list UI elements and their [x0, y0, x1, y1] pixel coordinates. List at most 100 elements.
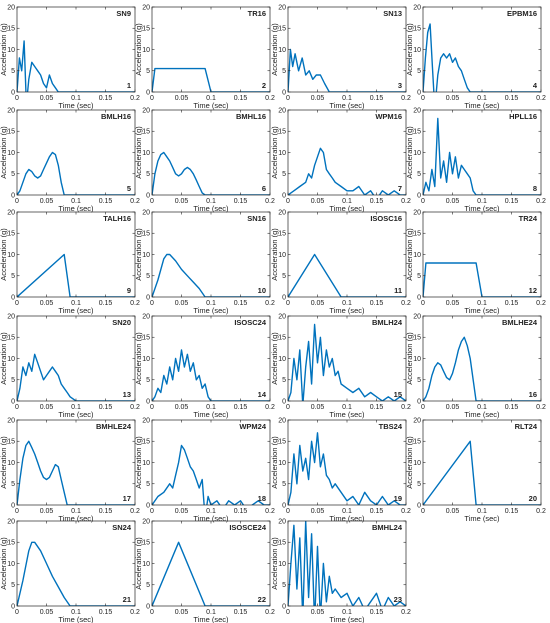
- y-tick-label: 5: [146, 582, 150, 589]
- x-tick-label: 0.05: [175, 609, 189, 616]
- x-tick-label: 0.1: [342, 300, 352, 307]
- y-tick-label: 0: [11, 398, 15, 405]
- x-tick-label: 0.05: [40, 198, 54, 205]
- y-tick-label: 10: [278, 252, 286, 259]
- y-tick-label: 15: [7, 129, 15, 136]
- x-axis-label: Time (sec): [58, 101, 94, 110]
- data-line: [152, 253, 270, 297]
- y-tick-label: 5: [282, 68, 286, 75]
- subplot-3: 0 5 10 15 20 0 0.05 0.1 0.15 0.2 Time (sec) Acceler…: [270, 4, 411, 110]
- subplot-23: 0 5 10 15 20 0 0.05 0.1 0.15 0.2 Time (sec) Acceler…: [270, 518, 411, 623]
- x-axis-label: Time (sec): [193, 410, 229, 419]
- y-tick-label: 10: [142, 561, 150, 568]
- x-tick-label: 0.15: [505, 404, 519, 411]
- subplot-12: 0 5 10 15 20 0 0.05 0.1 0.15 0.2 Time (sec) Acceler…: [405, 209, 546, 315]
- panel-number: 18: [258, 494, 266, 503]
- data-line: [423, 262, 541, 297]
- x-tick-label: 0.15: [234, 404, 248, 411]
- x-tick-label: 0: [286, 198, 290, 205]
- x-tick-label: 0.1: [71, 95, 81, 102]
- x-tick-label: 0: [15, 404, 19, 411]
- x-tick-label: 0.1: [71, 609, 81, 616]
- x-tick-label: 0.15: [234, 609, 248, 616]
- y-tick-label: 15: [7, 335, 15, 342]
- y-tick-label: 5: [282, 171, 286, 178]
- x-tick-label: 0.05: [175, 404, 189, 411]
- x-tick-label: 0.1: [71, 300, 81, 307]
- y-tick-label: 15: [413, 335, 421, 342]
- y-tick-label: 0: [146, 502, 150, 509]
- y-tick-label: 15: [413, 231, 421, 238]
- y-tick-label: 0: [146, 603, 150, 610]
- y-axis-label: Acceleration (g): [405, 126, 414, 179]
- y-tick-label: 20: [7, 4, 15, 11]
- x-tick-label: 0.1: [477, 508, 487, 515]
- y-tick-label: 10: [7, 561, 15, 568]
- y-tick-label: 15: [278, 335, 286, 342]
- y-tick-label: 10: [7, 47, 15, 54]
- y-tick-label: 20: [7, 518, 15, 525]
- panel-number: 2: [262, 81, 266, 90]
- y-tick-label: 20: [413, 4, 421, 11]
- x-axis-label: Time (sec): [193, 204, 229, 213]
- y-tick-label: 5: [146, 273, 150, 280]
- x-tick-label: 0.2: [130, 508, 140, 515]
- panel-number: 3: [398, 81, 402, 90]
- panel-number: 22: [258, 595, 266, 604]
- y-tick-label: 20: [142, 209, 150, 216]
- x-tick-label: 0.2: [401, 609, 411, 616]
- x-tick-label: 0.1: [71, 404, 81, 411]
- x-tick-label: 0.05: [311, 609, 325, 616]
- x-tick-label: 0.05: [175, 508, 189, 515]
- axes-frame: [287, 6, 407, 93]
- y-tick-label: 20: [142, 4, 150, 11]
- y-axis-label: Acceleration (g): [405, 436, 414, 489]
- y-axis-label: Acceleration (g): [134, 436, 143, 489]
- x-tick-label: 0.05: [446, 404, 460, 411]
- data-line: [423, 336, 541, 401]
- y-tick-label: 15: [278, 129, 286, 136]
- y-tick-label: 10: [413, 356, 421, 363]
- x-tick-label: 0: [421, 508, 425, 515]
- panel-number: 10: [258, 286, 266, 295]
- y-tick-label: 5: [417, 481, 421, 488]
- y-axis-label: Acceleration (g): [270, 228, 279, 281]
- y-tick-label: 10: [413, 252, 421, 259]
- x-tick-label: 0.15: [99, 198, 113, 205]
- y-tick-label: 20: [413, 209, 421, 216]
- y-tick-label: 20: [278, 313, 286, 320]
- panel-title: TR16: [248, 9, 266, 18]
- y-tick-label: 20: [7, 107, 15, 114]
- y-tick-label: 15: [7, 540, 15, 547]
- panel-number: 15: [394, 390, 402, 399]
- x-tick-label: 0: [286, 508, 290, 515]
- x-tick-label: 0.2: [265, 404, 275, 411]
- y-tick-label: 15: [278, 540, 286, 547]
- y-axis-label: Acceleration (g): [134, 23, 143, 76]
- y-axis-label: Acceleration (g): [270, 23, 279, 76]
- y-axis-label: Acceleration (g): [270, 436, 279, 489]
- y-tick-label: 5: [146, 171, 150, 178]
- x-tick-label: 0.2: [130, 95, 140, 102]
- x-tick-label: 0: [286, 609, 290, 616]
- y-axis-label: Acceleration (g): [0, 332, 8, 385]
- y-axis-label: Acceleration (g): [0, 537, 8, 590]
- x-tick-label: 0.2: [401, 198, 411, 205]
- y-tick-label: 5: [11, 582, 15, 589]
- x-tick-label: 0.15: [99, 300, 113, 307]
- x-tick-label: 0.05: [40, 95, 54, 102]
- y-axis-label: Acceleration (g): [270, 332, 279, 385]
- y-tick-label: 0: [11, 192, 15, 199]
- panel-title: SN9: [116, 9, 131, 18]
- x-tick-label: 0.1: [477, 95, 487, 102]
- y-tick-label: 10: [142, 252, 150, 259]
- panel-title: TALH16: [103, 214, 131, 223]
- y-tick-label: 5: [11, 171, 15, 178]
- axes-frame: [16, 315, 136, 402]
- y-tick-label: 0: [282, 603, 286, 610]
- x-tick-label: 0: [150, 609, 154, 616]
- x-axis-label: Time (sec): [464, 410, 500, 419]
- y-tick-label: 20: [7, 417, 15, 424]
